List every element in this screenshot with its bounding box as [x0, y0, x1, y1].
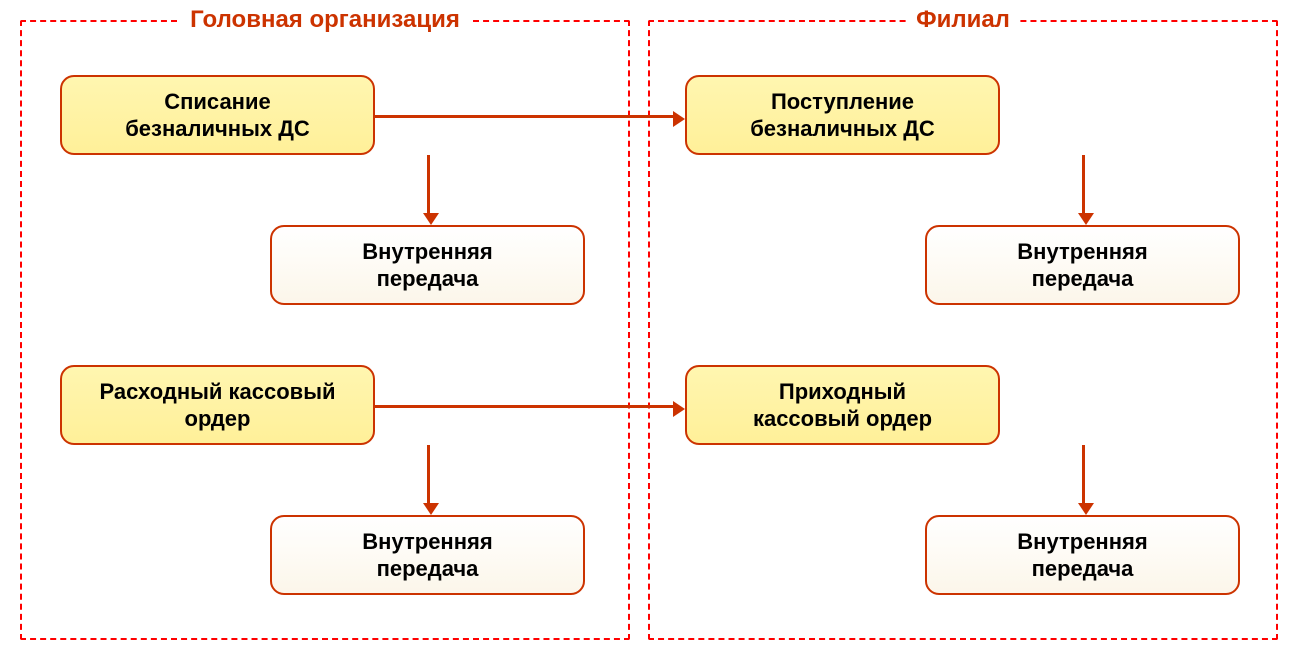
- arrowhead-e1: [673, 111, 685, 127]
- arrowhead-e4: [423, 503, 439, 515]
- diagram-canvas: Головная организация Филиал Списаниебезнал…: [0, 0, 1298, 659]
- node-label-n8: Внутренняяпередача: [1017, 528, 1147, 583]
- node-label-n2: Внутренняяпередача: [362, 238, 492, 293]
- edge-e6: [1082, 445, 1085, 503]
- node-n6: Внутренняяпередача: [925, 225, 1240, 305]
- edge-e5: [1082, 155, 1085, 213]
- arrowhead-e2: [423, 213, 439, 225]
- node-label-n7: Приходныйкассовый ордер: [753, 378, 932, 433]
- node-label-n1: Списаниебезналичных ДС: [125, 88, 310, 143]
- node-n4: Внутренняяпередача: [270, 515, 585, 595]
- node-label-n6: Внутренняяпередача: [1017, 238, 1147, 293]
- group-left-title: Головная организация: [180, 6, 470, 34]
- node-n8: Внутренняяпередача: [925, 515, 1240, 595]
- edge-e2: [427, 155, 430, 213]
- arrowhead-e6: [1078, 503, 1094, 515]
- edge-e3: [375, 405, 673, 408]
- edge-e1: [375, 115, 673, 118]
- node-n5: Поступлениебезналичных ДС: [685, 75, 1000, 155]
- node-label-n4: Внутренняяпередача: [362, 528, 492, 583]
- edge-e4: [427, 445, 430, 503]
- arrowhead-e3: [673, 401, 685, 417]
- node-label-n5: Поступлениебезналичных ДС: [750, 88, 935, 143]
- node-label-n3: Расходный кассовыйордер: [99, 378, 335, 433]
- node-n7: Приходныйкассовый ордер: [685, 365, 1000, 445]
- group-right-title: Филиал: [906, 6, 1020, 34]
- node-n3: Расходный кассовыйордер: [60, 365, 375, 445]
- arrowhead-e5: [1078, 213, 1094, 225]
- node-n2: Внутренняяпередача: [270, 225, 585, 305]
- node-n1: Списаниебезналичных ДС: [60, 75, 375, 155]
